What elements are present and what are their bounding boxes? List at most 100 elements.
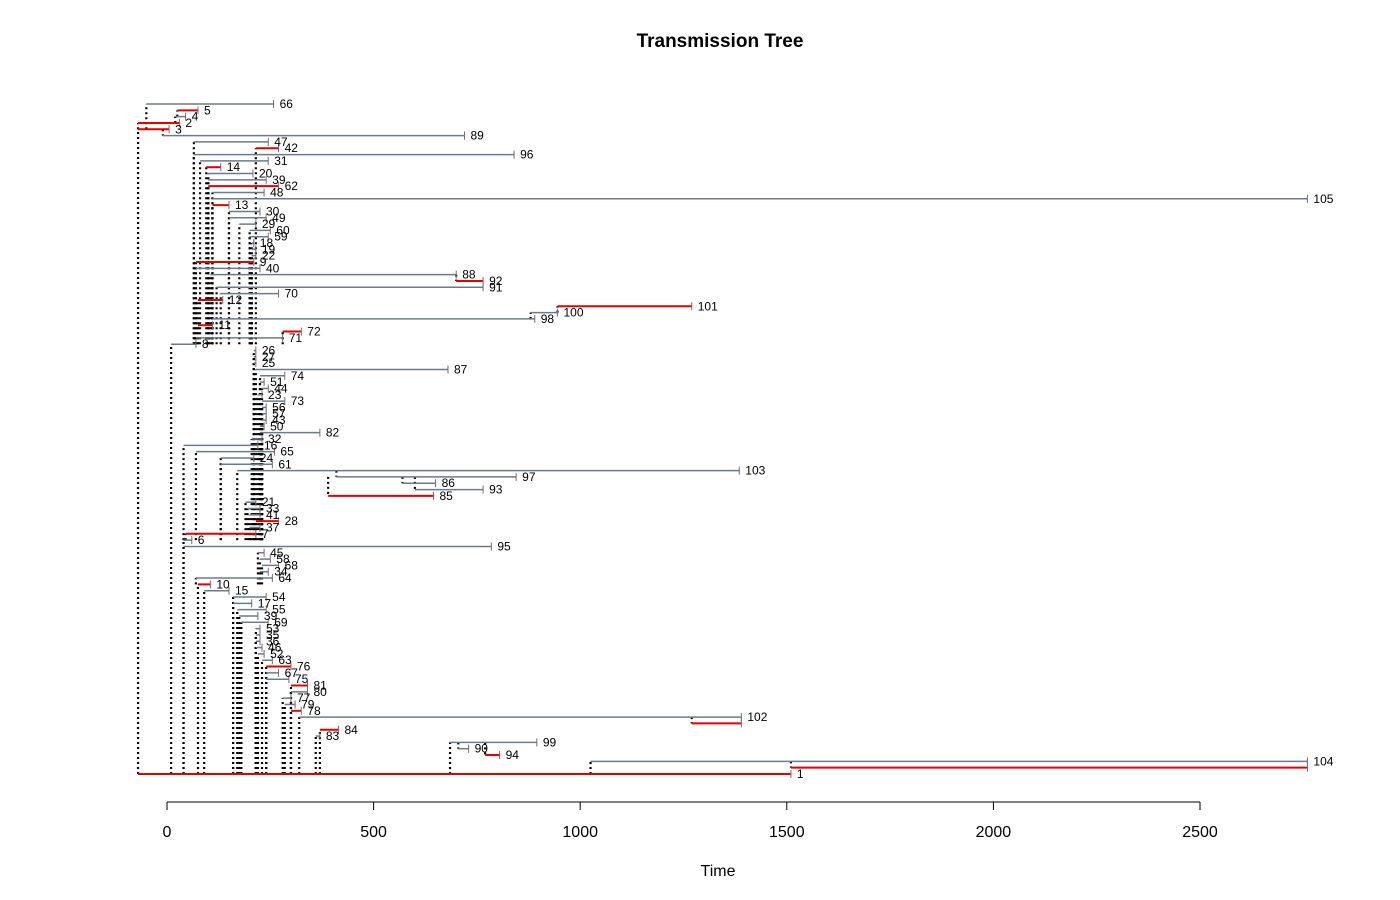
node-label-46: 46 — [268, 641, 282, 655]
node-label-45: 45 — [270, 546, 284, 560]
x-ticks: 0 500 1000 1500 2000 2500 — [163, 802, 1218, 841]
node-label-33: 33 — [266, 502, 280, 516]
node-label-37: 37 — [266, 520, 280, 534]
node-label-93: 93 — [489, 483, 503, 497]
x-tick-label-2000: 2000 — [976, 824, 1012, 841]
node-label-104: 104 — [1313, 754, 1333, 768]
node-label-75: 75 — [295, 672, 309, 686]
node-label-89: 89 — [471, 129, 485, 143]
node-label-86: 86 — [442, 476, 456, 490]
node-label-41: 41 — [266, 508, 280, 522]
node-label-94: 94 — [506, 748, 520, 762]
node-label-55: 55 — [272, 603, 286, 617]
node-label-83: 83 — [326, 729, 340, 743]
node-label-97: 97 — [522, 470, 536, 484]
node-label-69: 69 — [274, 615, 288, 629]
node-label-57: 57 — [272, 407, 286, 421]
node-label-65: 65 — [280, 445, 294, 459]
node-label-48: 48 — [270, 185, 284, 199]
node-label-58: 58 — [276, 552, 290, 566]
node-label-87: 87 — [454, 362, 468, 376]
node-label-32: 32 — [268, 432, 282, 446]
node-label-96: 96 — [520, 148, 534, 162]
node-label-52: 52 — [270, 647, 284, 661]
node-label-53: 53 — [266, 622, 280, 636]
node-label-76: 76 — [297, 660, 311, 674]
node-label-16: 16 — [264, 438, 278, 452]
node-label-92: 92 — [489, 274, 503, 288]
node-label-5: 5 — [204, 103, 211, 117]
node-label-14: 14 — [227, 160, 241, 174]
node-label-43: 43 — [272, 413, 286, 427]
node-label-1: 1 — [797, 767, 804, 781]
node-label-67: 67 — [285, 666, 299, 680]
node-label-100: 100 — [563, 306, 583, 320]
node-label-50: 50 — [270, 419, 284, 433]
node-label-25: 25 — [262, 356, 276, 370]
chart-title: Transmission Tree — [637, 31, 804, 52]
node-label-35: 35 — [266, 628, 280, 642]
node-label-39: 39 — [272, 173, 286, 187]
node-label-74: 74 — [291, 369, 305, 383]
node-label-42: 42 — [285, 141, 299, 155]
node-label-21: 21 — [262, 495, 276, 509]
node-label-13: 13 — [235, 198, 249, 212]
node-label-27: 27 — [262, 350, 276, 364]
x-tick-label-500: 500 — [360, 824, 387, 841]
node-label-39b: 39 — [264, 609, 278, 623]
node-label-3: 3 — [175, 122, 182, 136]
node-label-80: 80 — [313, 685, 327, 699]
node-label-61: 61 — [278, 457, 292, 471]
node-label-7: 7 — [262, 527, 269, 541]
node-label-70: 70 — [285, 287, 299, 301]
node-label-34: 34 — [274, 565, 288, 579]
node-label-62: 62 — [285, 179, 299, 193]
node-label-72: 72 — [307, 325, 321, 339]
node-label-11: 11 — [218, 318, 231, 332]
node-label-20: 20 — [259, 167, 273, 181]
node-label-84: 84 — [344, 723, 358, 737]
node-label-101: 101 — [698, 299, 718, 313]
x-tick-label-1500: 1500 — [769, 824, 805, 841]
node-label-81: 81 — [313, 679, 327, 693]
node-label-78: 78 — [307, 704, 321, 718]
node-label-6: 6 — [198, 533, 205, 547]
x-tick-label-2500: 2500 — [1182, 824, 1218, 841]
node-label-105: 105 — [1313, 192, 1333, 206]
node-label-9: 9 — [260, 255, 267, 269]
node-label-51: 51 — [270, 375, 284, 389]
node-label-15: 15 — [235, 584, 249, 598]
node-label-12: 12 — [229, 293, 243, 307]
node-label-95: 95 — [497, 539, 511, 553]
tree-branches — [138, 100, 1308, 778]
node-label-24: 24 — [260, 451, 274, 465]
node-label-66: 66 — [280, 97, 294, 111]
node-label-26: 26 — [262, 344, 276, 358]
node-label-30: 30 — [266, 204, 280, 218]
x-axis-label: Time — [701, 863, 736, 880]
node-label-8: 8 — [202, 337, 209, 351]
node-label-103: 103 — [745, 464, 765, 478]
node-label-23: 23 — [268, 388, 282, 402]
node-label-19: 19 — [262, 242, 276, 256]
node-label-40: 40 — [266, 261, 280, 275]
node-label-4: 4 — [192, 110, 199, 124]
node-label-102: 102 — [747, 710, 767, 724]
node-label-54: 54 — [272, 590, 286, 604]
node-label-18: 18 — [260, 236, 274, 250]
node-label-99: 99 — [543, 735, 557, 749]
node-label-22: 22 — [262, 249, 276, 263]
node-label-2: 2 — [185, 116, 192, 130]
node-label-77: 77 — [297, 691, 311, 705]
x-tick-label-1000: 1000 — [562, 824, 598, 841]
node-label-64: 64 — [278, 571, 292, 585]
node-label-88: 88 — [462, 268, 476, 282]
node-label-98: 98 — [541, 312, 555, 326]
node-label-36: 36 — [266, 634, 280, 648]
node-label-56: 56 — [272, 400, 286, 414]
node-label-47: 47 — [274, 135, 288, 149]
node-label-63: 63 — [278, 653, 292, 667]
node-label-71: 71 — [289, 331, 303, 345]
